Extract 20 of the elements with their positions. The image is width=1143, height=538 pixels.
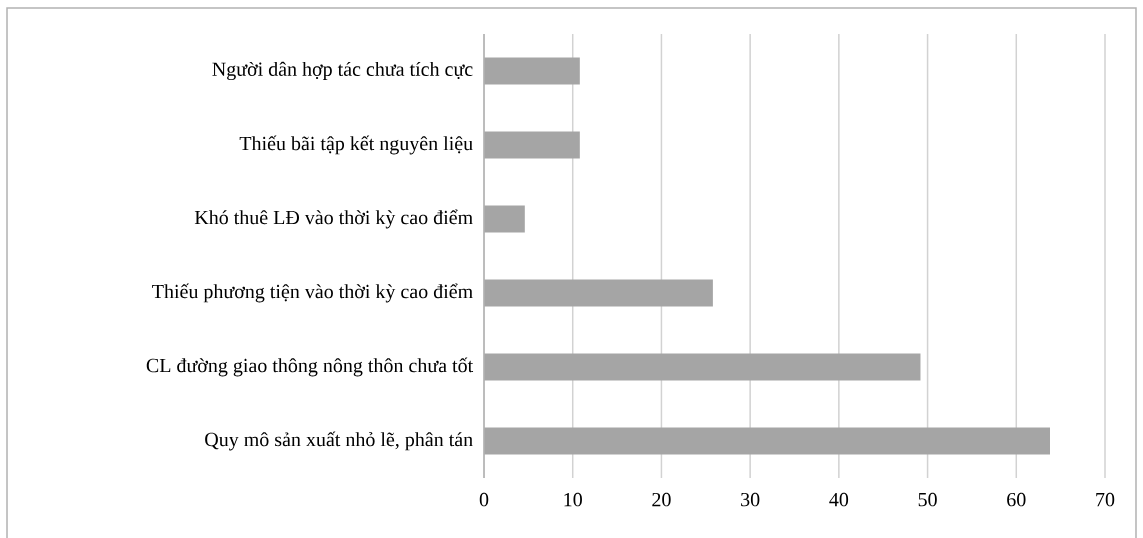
x-tick-label: 10 (564, 492, 582, 507)
y-tick-label: Thiếu bãi tập kết nguyên liệu (239, 135, 473, 155)
bar (484, 57, 580, 85)
bar (484, 131, 580, 159)
y-tick-label: Khó thuê LĐ vào thời kỳ cao điểm (194, 209, 473, 229)
x-tick-label: 0 (479, 492, 489, 507)
bar (484, 279, 713, 307)
x-tick-label: 40 (829, 492, 849, 507)
bar (484, 205, 525, 233)
y-tick-label: Người dân hợp tác chưa tích cực (212, 61, 473, 81)
x-tick-label: 50 (918, 492, 937, 507)
x-tick-label: 20 (652, 492, 671, 507)
x-tick-label: 70 (1096, 492, 1115, 507)
y-tick-label: Quy mô sản xuất nhỏ lẽ, phân tán (205, 431, 473, 451)
y-tick-label: CL đường giao thông nông thôn chưa tốt (146, 357, 474, 377)
bar (484, 353, 921, 381)
x-tick-label: 60 (1007, 492, 1026, 507)
x-tick-label: 30 (741, 492, 760, 507)
y-tick-label: Thiếu phương tiện vào thời kỳ cao điểm (152, 283, 473, 303)
bar (484, 427, 1050, 455)
